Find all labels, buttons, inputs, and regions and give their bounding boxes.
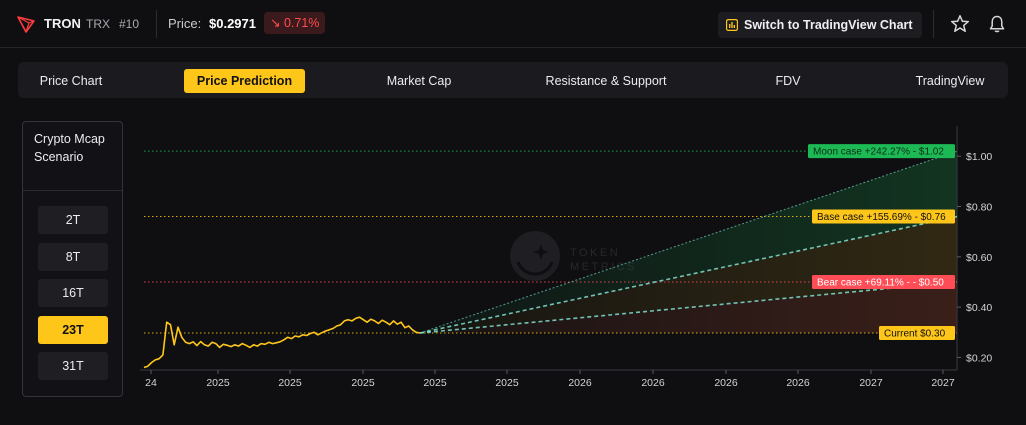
bell-icon[interactable] <box>987 14 1007 34</box>
star-icon[interactable] <box>950 14 970 34</box>
tab-price-prediction[interactable]: Price Prediction <box>184 69 305 93</box>
x-tick-label: 2026 <box>714 377 738 389</box>
tab-price-chart[interactable]: Price Chart <box>39 74 103 88</box>
scenario-2t-button[interactable]: 2T <box>38 206 108 234</box>
tron-logo-icon <box>17 16 35 33</box>
header-divider <box>933 10 934 38</box>
price-change-badge: ↘ 0.71% <box>264 12 326 34</box>
price-value: $0.2971 <box>209 16 256 31</box>
price-label: Price: <box>168 16 202 31</box>
switch-tradingview-label: Switch to TradingView Chart <box>744 18 913 32</box>
switch-tradingview-button[interactable]: Switch to TradingView Chart <box>718 12 922 38</box>
coin-name: TRON <box>44 16 81 31</box>
coin-header: TRON TRX #10 Price: $0.2971 ↘ 0.71% Swit… <box>0 0 1026 48</box>
base-case-projection <box>419 215 958 334</box>
y-tick-label: $1.00 <box>966 151 992 163</box>
scenario-23t-button[interactable]: 23T <box>38 316 108 344</box>
bear-case-projection <box>419 281 958 334</box>
base-case-area <box>420 216 957 333</box>
moon-case-projection <box>419 150 958 334</box>
chart-tabs: Price Chart Price Prediction Market Cap … <box>18 62 1008 98</box>
x-tick-label: 2025 <box>351 377 375 389</box>
tab-market-cap[interactable]: Market Cap <box>386 74 452 88</box>
tab-tradingview[interactable]: TradingView <box>915 74 985 88</box>
x-tick-label: 2027 <box>931 377 955 389</box>
base-case-label-bg <box>812 209 955 224</box>
scenario-16t-button[interactable]: 16T <box>38 279 108 307</box>
current-label: Current $0.30 <box>884 328 946 339</box>
x-tick-label: 2025 <box>423 377 447 389</box>
mcap-scenario-panel: Crypto Mcap Scenario 2T 8T 16T 23T 31T <box>22 121 123 397</box>
scenario-divider <box>23 190 122 191</box>
x-tick-label: 2025 <box>206 377 230 389</box>
scenario-31t-button[interactable]: 31T <box>38 352 108 380</box>
price-history-line <box>143 316 421 369</box>
y-tick-label: $0.40 <box>966 302 992 314</box>
scenario-title: Crypto Mcap Scenario <box>34 132 105 164</box>
bear-case-label-bg <box>812 274 955 289</box>
tab-resistance-support[interactable]: Resistance & Support <box>545 74 667 88</box>
x-tick-label: 2026 <box>641 377 665 389</box>
x-tick-label: 24 <box>145 377 157 389</box>
x-tick-label: 2026 <box>786 377 810 389</box>
x-tick-label: 2027 <box>859 377 883 389</box>
x-tick-label: 2025 <box>278 377 302 389</box>
header-divider <box>156 10 157 38</box>
bar-chart-icon <box>726 19 738 31</box>
coin-rank: #10 <box>119 17 140 31</box>
moon-case-label: Moon case +242.27% - $1.02 <box>813 147 944 158</box>
scenario-8t-button[interactable]: 8T <box>38 243 108 271</box>
x-tick-label: 2026 <box>568 377 592 389</box>
x-tick-label: 2025 <box>495 377 519 389</box>
y-tick-label: $0.20 <box>966 352 992 364</box>
y-tick-label: $0.60 <box>966 252 992 264</box>
watermark-line1: TOKEN <box>570 247 620 259</box>
current-label-bg <box>879 325 955 340</box>
bear-case-label: Bear case +69.11% - - $0.50 <box>817 277 944 288</box>
moon-case-label-bg <box>808 144 955 159</box>
y-tick-label: $0.80 <box>966 201 992 213</box>
tab-fdv[interactable]: FDV <box>775 74 801 88</box>
coin-symbol: TRX <box>86 17 110 31</box>
base-case-label: Base case +155.69% - $0.76 <box>817 212 946 223</box>
